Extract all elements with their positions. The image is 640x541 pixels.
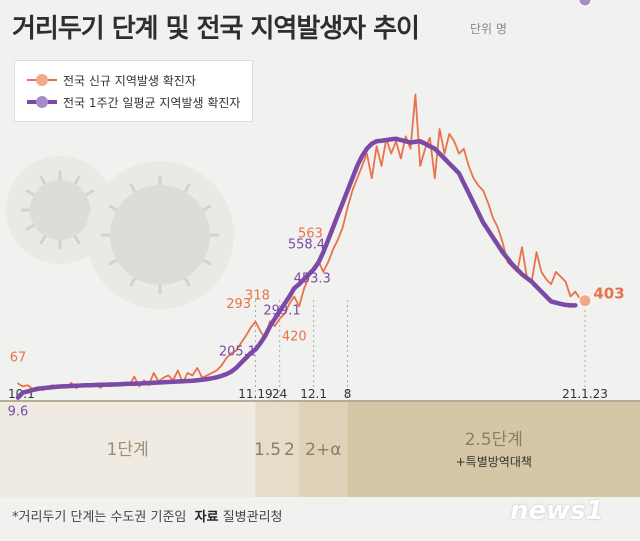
data-label-0-5: 403: [593, 285, 624, 303]
stage-sublabel-4: +특별방역대책: [456, 454, 532, 469]
virus-spike-1: [129, 183, 137, 193]
x-tick-label-3: 12.1: [300, 387, 327, 401]
data-label-1-0: 9.6: [8, 405, 29, 420]
virus-body-1: [110, 185, 210, 285]
data-label-0-2: 318: [245, 289, 270, 304]
stage-band-2: [279, 402, 300, 497]
virus-body-0: [30, 180, 90, 240]
stage-label-0: 1단계: [107, 440, 149, 460]
stage-label-2: 2: [284, 440, 295, 460]
unit-label: 단위 명: [470, 22, 507, 36]
data-label-1-5: 384.0: [587, 0, 634, 4]
source-label: 자료: [194, 510, 219, 525]
legend-swatch-daily: [27, 73, 57, 87]
data-label-1-3: 453.3: [294, 271, 331, 286]
data-label-0-1: 293: [226, 297, 251, 312]
x-tick-label-2: 24: [272, 387, 287, 401]
virus-spike-0: [39, 175, 47, 185]
chart-title: 거리두기 단계 및 전국 지역발생자 추이: [12, 14, 420, 44]
virus-spike-0: [73, 175, 81, 185]
virus-spike-1: [129, 277, 137, 287]
x-tick-label-4: 8: [344, 387, 352, 401]
data-label-1-4: 558.4: [288, 237, 325, 252]
x-tick-label-1: 11.19: [238, 387, 272, 401]
stage-label-3: 2+α: [305, 440, 341, 460]
virus-spike-0: [73, 235, 81, 245]
legend-label-daily: 전국 신규 지역발생 확진자: [63, 73, 196, 88]
virus-spike-1: [108, 258, 118, 266]
virus-spike-1: [202, 258, 212, 266]
virus-spike-1: [183, 277, 191, 287]
series-line-1: [15, 136, 578, 400]
legend-label-avg: 전국 1주간 일평균 지역발생 확진자: [63, 95, 241, 110]
data-label-0-3: 420: [282, 330, 307, 345]
footnote-note: *거리두기 단계는 수도권 기준임: [12, 510, 187, 525]
data-label-0-4: 563: [298, 226, 323, 241]
stage-label-4: 2.5단계: [465, 430, 523, 450]
data-label-1-2: 299.1: [263, 303, 300, 318]
source-text: 질병관리청: [222, 510, 283, 525]
x-tick-label-5: 21.1.23: [562, 387, 608, 401]
legend-item-avg: 전국 1주간 일평균 지역발생 확진자: [27, 91, 240, 113]
news1-logo: news1: [510, 496, 604, 526]
end-dot-daily: [578, 294, 592, 308]
data-label-0-0: 67: [10, 350, 27, 365]
virus-spike-1: [202, 204, 212, 212]
virus-spike-0: [39, 235, 47, 245]
end-dot-avg: [578, 0, 592, 7]
stage-label-1: 1.5: [254, 440, 281, 460]
legend-swatch-avg: [27, 95, 57, 109]
stage-band-4: [347, 402, 640, 497]
stage-band-1: [255, 402, 280, 497]
stage-band-3: [299, 402, 348, 497]
virus-spike-1: [108, 204, 118, 212]
legend: 전국 신규 지역발생 확진자 전국 1주간 일평균 지역발생 확진자: [14, 60, 254, 122]
virus-spike-0: [85, 189, 95, 197]
stage-band-0: [0, 402, 256, 497]
virus-spike-0: [25, 223, 35, 231]
virus-spike-0: [25, 189, 35, 197]
footnote: *거리두기 단계는 수도권 기준임 자료 질병관리청: [12, 506, 283, 525]
data-label-1-1: 205.1: [219, 344, 256, 359]
legend-item-daily: 전국 신규 지역발생 확진자: [27, 69, 240, 91]
virus-spike-1: [183, 183, 191, 193]
